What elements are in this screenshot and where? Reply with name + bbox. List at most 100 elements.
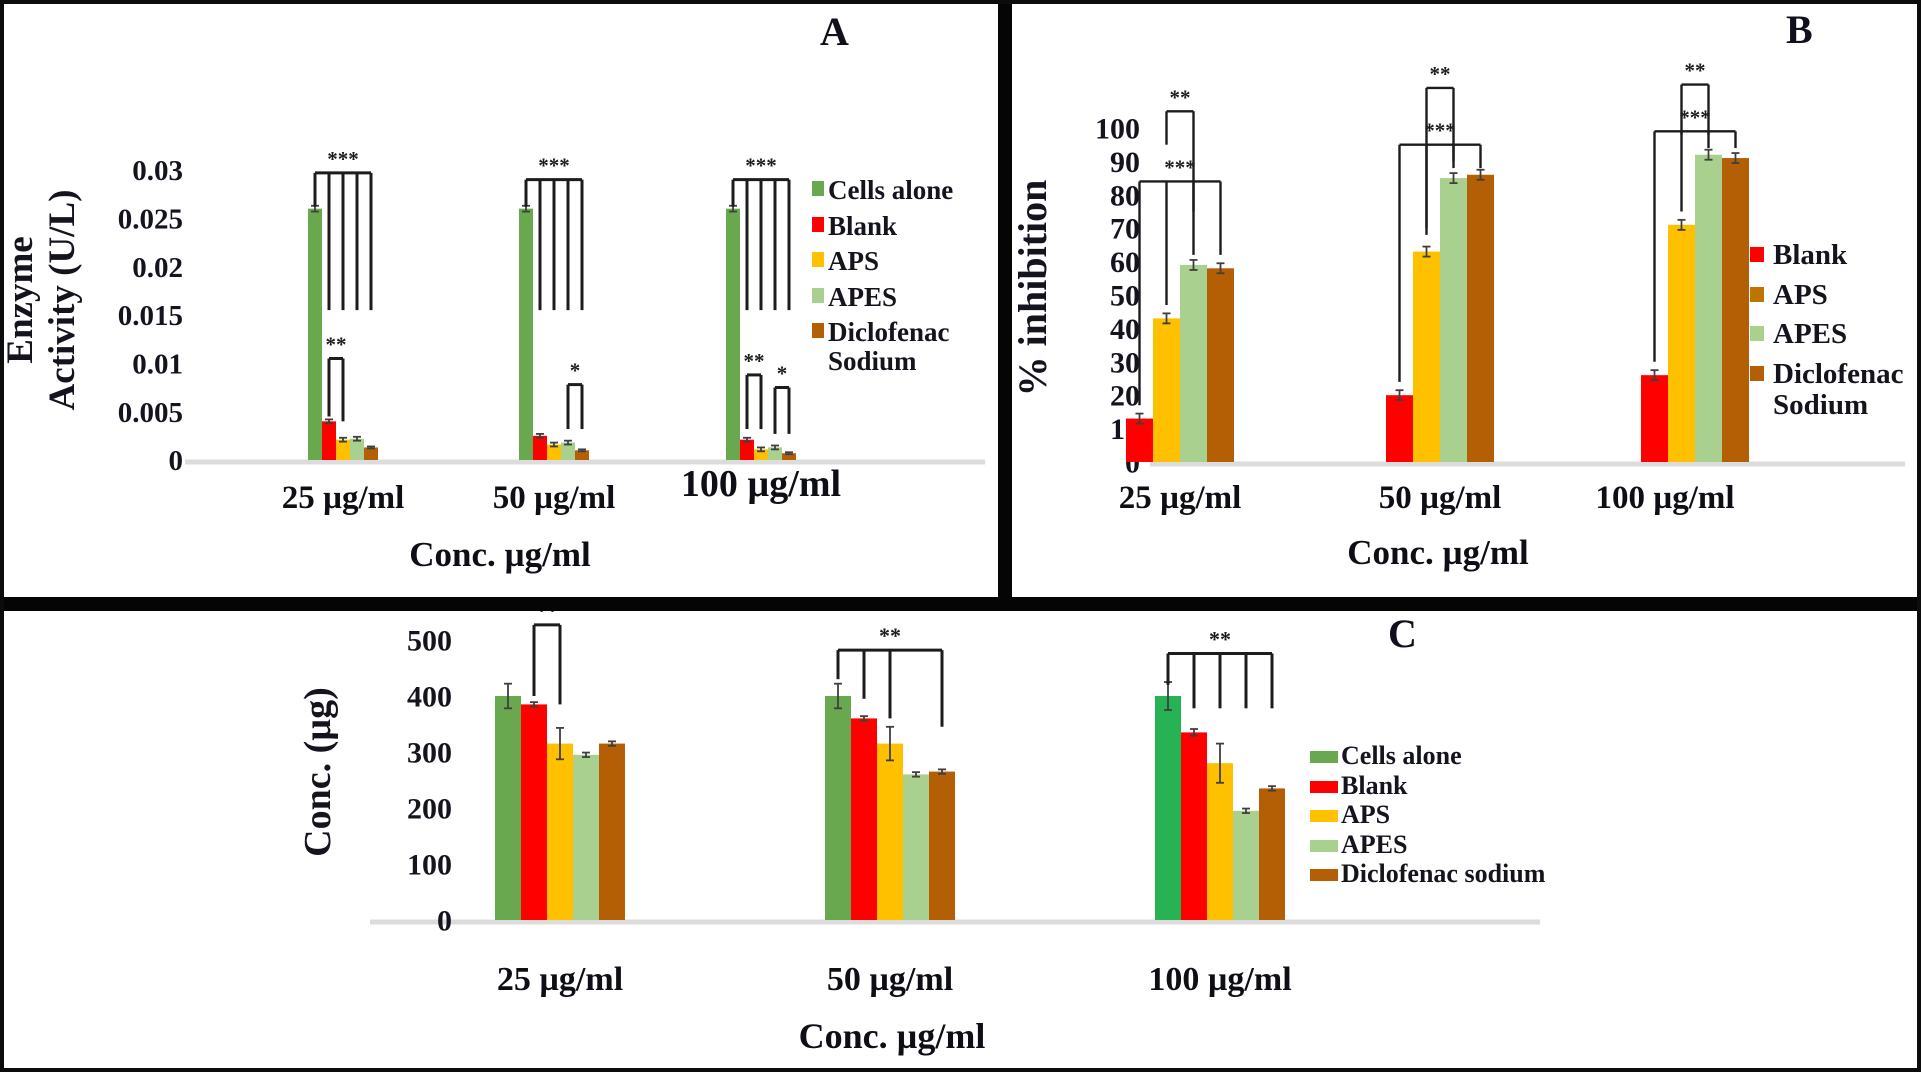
y-tick-label: 0 <box>169 445 184 477</box>
legend-label: Blank <box>1773 239 1848 271</box>
legend-label: Cells alone <box>828 175 954 205</box>
significance-bracket <box>524 178 584 311</box>
x-category-label: 50 µg/ml <box>493 480 616 516</box>
bar-A-blank-50µg/ml <box>533 435 547 460</box>
error-bar <box>1650 369 1659 382</box>
legend-panel-c: Cells alone Blank APS APES Diclofenac so… <box>1310 742 1610 888</box>
significance-label: *** <box>538 154 570 178</box>
x-category-label: 50 µg/ml <box>827 961 953 998</box>
legend-item: APS <box>1750 279 1920 311</box>
bar-C-cells-alone-100µg/ml <box>1155 696 1181 920</box>
bar-A-apes-50µg/ml <box>561 442 575 460</box>
significance-bracket <box>1653 130 1737 362</box>
bar-C-apes-25µg/ml <box>573 754 599 920</box>
y-axis-title: % inhibition <box>1010 180 1055 397</box>
y-tick-label: 0.015 <box>118 300 183 332</box>
y-tick-label: 500 <box>407 625 452 658</box>
legend-label: Diclofenac Sodium <box>1773 358 1904 421</box>
bar-B-apes-100µg/ml <box>1695 154 1722 462</box>
legend-swatch-diclofenac <box>812 323 824 339</box>
error-bar <box>1216 742 1224 784</box>
significance-label: * <box>570 359 581 383</box>
y-tick-label: 60 <box>1110 246 1140 279</box>
bar-C-blank-100µg/ml <box>1181 732 1207 920</box>
significance-bracket <box>1138 180 1222 406</box>
significance-label: *** <box>327 147 359 171</box>
bar-B-aps-100µg/ml <box>1668 224 1695 462</box>
error-bar <box>339 436 347 443</box>
significance-bracket <box>327 356 345 422</box>
legend-item: Blank <box>812 210 1002 241</box>
legend-swatch-blank <box>812 216 824 232</box>
error-bar <box>564 439 572 446</box>
bar-C-aps-50µg/ml <box>877 743 903 920</box>
significance-bracket <box>313 171 373 311</box>
legend-label: APES <box>828 281 898 312</box>
error-bar <box>757 446 765 453</box>
y-tick-label: 40 <box>1110 313 1140 346</box>
bar-B-blank-50µg/ml <box>1386 395 1413 462</box>
panel-divider-vertical <box>998 0 1012 600</box>
bar-B-aps-25µg/ml <box>1153 318 1180 462</box>
error-bar <box>1677 218 1686 231</box>
x-category-label: 50 µg/ml <box>1379 480 1502 516</box>
legend-label: APES <box>1773 318 1848 351</box>
significance-bracket <box>745 373 763 430</box>
error-bar <box>536 432 544 439</box>
error-bar <box>550 441 558 448</box>
bar-A-aps-50µg/ml <box>547 444 561 460</box>
bar-B-apes-50µg/ml <box>1440 178 1467 462</box>
significance-label: ** <box>1685 59 1706 83</box>
legend-item: Cells alone <box>1310 742 1610 770</box>
y-tick-label: 0.01 <box>132 348 183 380</box>
y-axis-title: Conc. (µg) <box>297 687 339 857</box>
y-axis-title: Activity (U/L) <box>42 190 83 411</box>
bar-A-blank-25µg/ml <box>322 421 336 460</box>
bar-A-apes-100µg/ml <box>768 447 782 460</box>
y-tick-label: 0 <box>437 905 452 938</box>
error-bar <box>367 445 375 450</box>
bar-C-diclofenac-sodium-50µg/ml <box>929 771 955 920</box>
legend-label: APS <box>828 246 880 277</box>
legend-label: APES <box>1341 829 1408 859</box>
x-axis-title: Conc. µg/ml <box>799 1016 986 1056</box>
bar-B-blank-100µg/ml <box>1641 375 1668 462</box>
error-bar <box>582 751 590 758</box>
significance-label: *** <box>745 154 777 178</box>
legend-label: Blank <box>828 210 898 241</box>
panel-label-b: B <box>1786 7 1813 52</box>
significance-bracket <box>836 648 944 727</box>
bar-C-cells-alone-50µg/ml <box>825 696 851 920</box>
y-tick-label: 0.03 <box>132 155 183 187</box>
bar-A-blank-100µg/ml <box>740 439 754 460</box>
significance-bracket <box>731 178 791 311</box>
legend-item: Diclofenac Sodium <box>812 318 1002 375</box>
significance-label: ** <box>1170 85 1191 109</box>
legend-item: Cells alone <box>812 176 1002 205</box>
bar-A-diclofenac-sodium-100µg/ml <box>782 453 796 460</box>
x-category-label: 25 µg/ml <box>1119 480 1242 516</box>
error-bar <box>608 740 616 747</box>
legend-item: Blank <box>1750 240 1920 271</box>
bar-A-aps-100µg/ml <box>754 449 768 460</box>
legend-item: APS <box>812 247 1002 276</box>
bar-B-aps-50µg/ml <box>1413 251 1440 462</box>
y-tick-label: 400 <box>407 681 452 714</box>
legend-item: Diclofenac sodium <box>1310 860 1610 888</box>
error-bar <box>556 727 564 761</box>
significance-label: ** <box>879 623 901 648</box>
legend-item: APS <box>1310 801 1610 829</box>
legend-swatch-blank <box>1750 247 1764 262</box>
legend-swatch-diclofenac <box>1310 869 1338 882</box>
error-bar <box>504 682 512 710</box>
error-bar <box>1242 807 1250 814</box>
bar-B-apes-25µg/ml <box>1180 264 1207 462</box>
x-category-label: 25 µg/ml <box>282 480 405 516</box>
legend-label: APS <box>1341 800 1391 830</box>
panel-c-chart: 0 100 200 300 400 500 Conc. (µg) 25 µg/ml 50 µg/… <box>297 598 1540 1056</box>
error-bar <box>1395 389 1404 402</box>
legend-swatch-apes <box>1750 326 1764 342</box>
